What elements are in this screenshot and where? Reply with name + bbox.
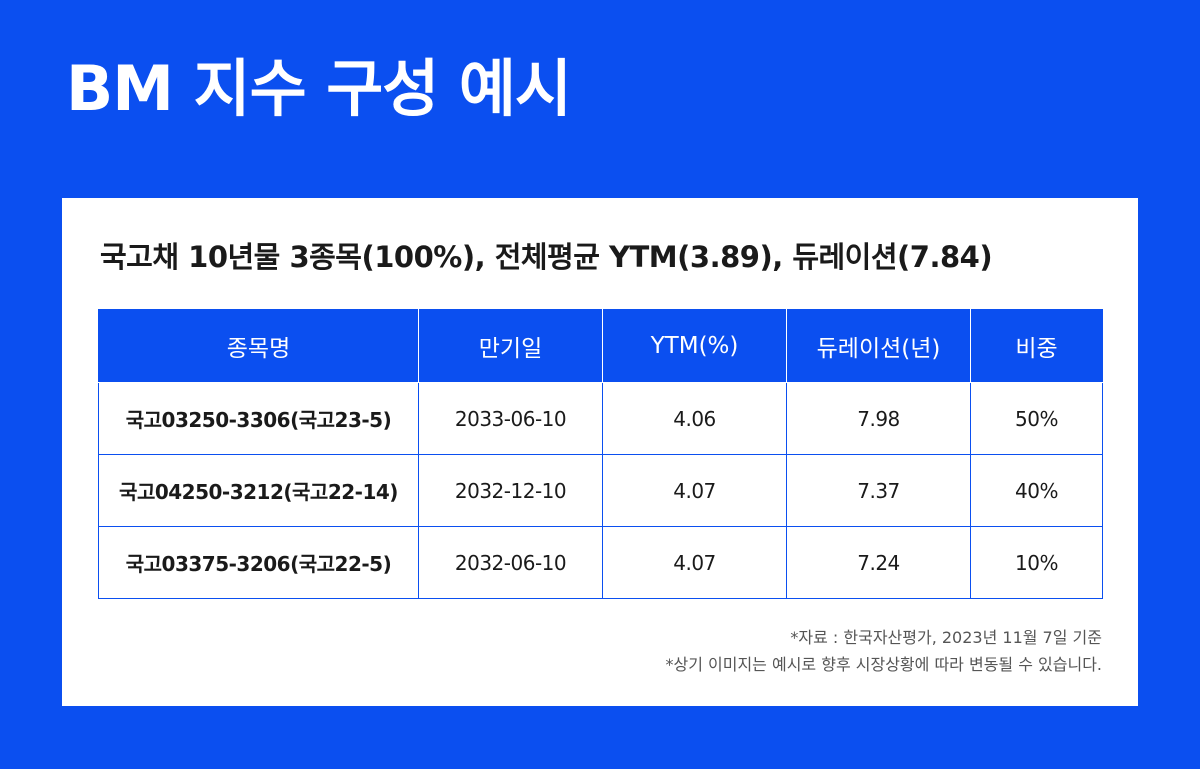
summary-text: 국고채 10년물 3종목(100%), 전체평균 YTM(3.89), 듀레이션…	[100, 240, 993, 274]
content-card: 국고채 10년물 3종목(100%), 전체평균 YTM(3.89), 듀레이션…	[62, 198, 1138, 706]
header-ytm: YTM(%)	[602, 309, 787, 383]
cell-weight: 10%	[970, 526, 1103, 599]
header-maturity: 만기일	[418, 309, 603, 383]
cell-weight: 40%	[970, 454, 1103, 527]
cell-ytm: 4.06	[602, 382, 787, 455]
page-title: BM 지수 구성 예시	[66, 52, 572, 125]
cell-maturity: 2032-12-10	[418, 454, 603, 527]
cell-ytm: 4.07	[602, 526, 787, 599]
header-duration: 듀레이션(년)	[786, 309, 971, 383]
cell-ytm: 4.07	[602, 454, 787, 527]
cell-name: 국고04250-3212(국고22-14)	[98, 454, 419, 527]
disclaimer-note: *상기 이미지는 예시로 향후 시장상황에 따라 변동될 수 있습니다.	[665, 655, 1103, 674]
cell-name: 국고03375-3206(국고22-5)	[98, 526, 419, 599]
cell-maturity: 2032-06-10	[418, 526, 603, 599]
header-weight: 비중	[970, 309, 1103, 383]
cell-weight: 50%	[970, 382, 1103, 455]
bm-index-table: 종목명 만기일 YTM(%) 듀레이션(년) 비중 국고03250-3306(국…	[98, 309, 1103, 599]
table-row: 국고03375-3206(국고22-5) 2032-06-10 4.07 7.2…	[98, 526, 1103, 599]
table-row: 국고03250-3306(국고23-5) 2033-06-10 4.06 7.9…	[98, 382, 1103, 455]
cell-duration: 7.37	[786, 454, 971, 527]
cell-maturity: 2033-06-10	[418, 382, 603, 455]
source-note: *자료 : 한국자산평가, 2023년 11월 7일 기준	[790, 628, 1102, 647]
cell-duration: 7.24	[786, 526, 971, 599]
table-row: 국고04250-3212(국고22-14) 2032-12-10 4.07 7.…	[98, 454, 1103, 527]
header-name: 종목명	[98, 309, 419, 383]
table-header-row: 종목명 만기일 YTM(%) 듀레이션(년) 비중	[98, 309, 1103, 383]
cell-duration: 7.98	[786, 382, 971, 455]
cell-name: 국고03250-3306(국고23-5)	[98, 382, 419, 455]
